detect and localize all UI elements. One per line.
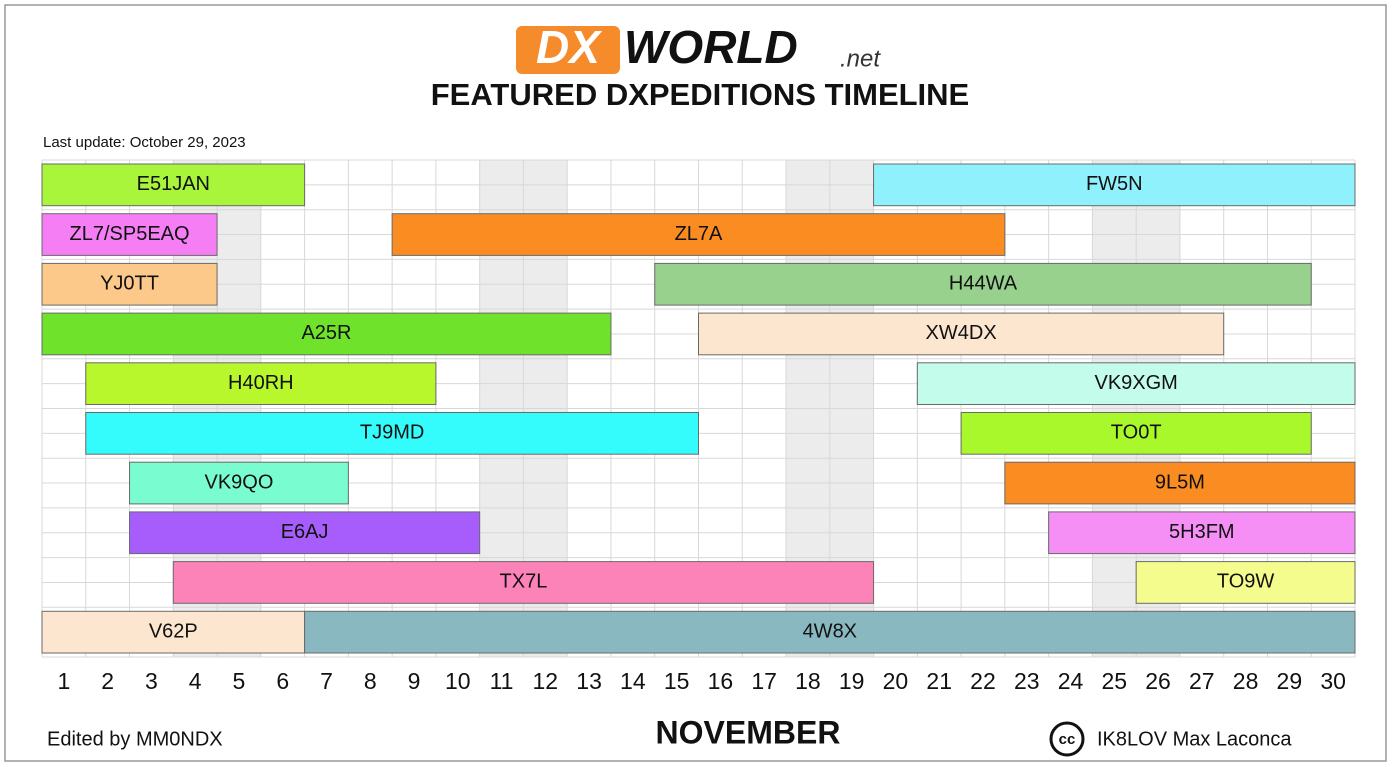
- bar-label: H40RH: [228, 372, 294, 394]
- x-axis-label: NOVEMBER: [656, 714, 841, 750]
- x-tick-label: 25: [1101, 668, 1127, 694]
- x-tick-label: 10: [445, 668, 471, 694]
- bar-label: ZL7A: [675, 223, 723, 245]
- subtitle: Last update: October 29, 2023: [43, 134, 246, 151]
- bar-label: VK9QO: [204, 471, 273, 493]
- bar-label: TJ9MD: [360, 422, 424, 444]
- timeline-bar: [41, 312, 612, 356]
- chart-title: FEATURED DXPEDITIONS TIMELINE: [431, 77, 970, 112]
- bar-label: E51JAN: [137, 173, 210, 195]
- x-tick-label: 22: [970, 668, 996, 694]
- x-tick-label: 15: [664, 668, 690, 694]
- x-tick-label: 26: [1145, 668, 1171, 694]
- x-tick-label: 17: [751, 668, 777, 694]
- license-circle: [1049, 721, 1085, 757]
- license-icon: cc: [1059, 731, 1076, 748]
- bar-label: VK9XGM: [1094, 372, 1177, 394]
- timeline-bar: [873, 163, 1356, 207]
- x-tick-label: 20: [883, 668, 909, 694]
- x-tick-label: 18: [795, 668, 821, 694]
- x-tick-label: 30: [1320, 668, 1346, 694]
- timeline-bar: [391, 213, 1006, 256]
- x-tick-label: 29: [1277, 668, 1303, 694]
- x-tick-label: 23: [1014, 668, 1040, 694]
- bar-label: TO9W: [1217, 571, 1275, 593]
- bar-label: TX7L: [500, 571, 548, 593]
- bar-label: E6AJ: [281, 521, 329, 543]
- x-tick-label: 16: [708, 668, 734, 694]
- timeline-bar: [41, 610, 306, 654]
- bar-label: H44WA: [949, 273, 1018, 295]
- timeline-bar: [960, 412, 1312, 455]
- timeline-bar: [41, 163, 306, 207]
- logo-mark: DX: [536, 21, 602, 73]
- x-tick-label: 11: [490, 668, 514, 694]
- logo-badge: [516, 26, 620, 74]
- x-tick-label: 12: [533, 668, 559, 694]
- timeline-bar: [85, 412, 700, 455]
- x-tick-label: 19: [839, 668, 865, 694]
- timeline-bar: [1135, 561, 1356, 604]
- x-tick-label: 21: [926, 668, 952, 694]
- x-tick-label: 7: [320, 668, 333, 694]
- x-tick-label: 5: [233, 668, 246, 694]
- timeline-bar: [304, 610, 1356, 654]
- bar-label: TO0T: [1111, 422, 1162, 444]
- footer-left: Edited by MM0NDX: [47, 728, 223, 750]
- bar-label: 9L5M: [1155, 471, 1205, 493]
- timeline-bar: [1004, 461, 1356, 505]
- bar-label: A25R: [301, 322, 351, 344]
- timeline-bar: [916, 362, 1356, 405]
- x-tick-label: 24: [1058, 668, 1084, 694]
- bar-label: FW5N: [1086, 173, 1143, 195]
- x-tick-label: 13: [576, 668, 602, 694]
- timeline-bar: [41, 213, 218, 256]
- timeline-bar: [129, 461, 349, 505]
- bar-label: 4W8X: [803, 620, 857, 642]
- bar-label: XW4DX: [926, 322, 997, 344]
- logo-suffix: .net: [840, 45, 881, 72]
- logo-word: WORLD: [624, 21, 798, 73]
- x-tick-label: 6: [276, 668, 289, 694]
- x-tick-label: 4: [189, 668, 202, 694]
- x-tick-label: 2: [101, 668, 114, 694]
- timeline-bar: [85, 362, 437, 405]
- bar-label: 5H3FM: [1169, 521, 1235, 543]
- timeline-bar: [41, 262, 218, 306]
- x-tick-label: 28: [1233, 668, 1259, 694]
- timeline-bar: [698, 312, 1225, 356]
- x-tick-label: 1: [57, 668, 70, 694]
- x-tick-label: 9: [408, 668, 421, 694]
- x-tick-label: 14: [620, 668, 646, 694]
- x-tick-label: 8: [364, 668, 377, 694]
- timeline-bar: [1048, 511, 1356, 555]
- bar-label: YJ0TT: [100, 273, 159, 295]
- bar-label: ZL7/SP5EAQ: [70, 223, 190, 245]
- x-tick-label: 3: [145, 668, 158, 694]
- x-tick-label: 27: [1189, 668, 1215, 694]
- timeline-bar: [129, 511, 481, 555]
- footer-right: IK8LOV Max Laconca: [1097, 728, 1292, 750]
- bar-label: V62P: [149, 620, 198, 642]
- timeline-bar: [654, 262, 1312, 306]
- timeline-bar: [172, 561, 875, 604]
